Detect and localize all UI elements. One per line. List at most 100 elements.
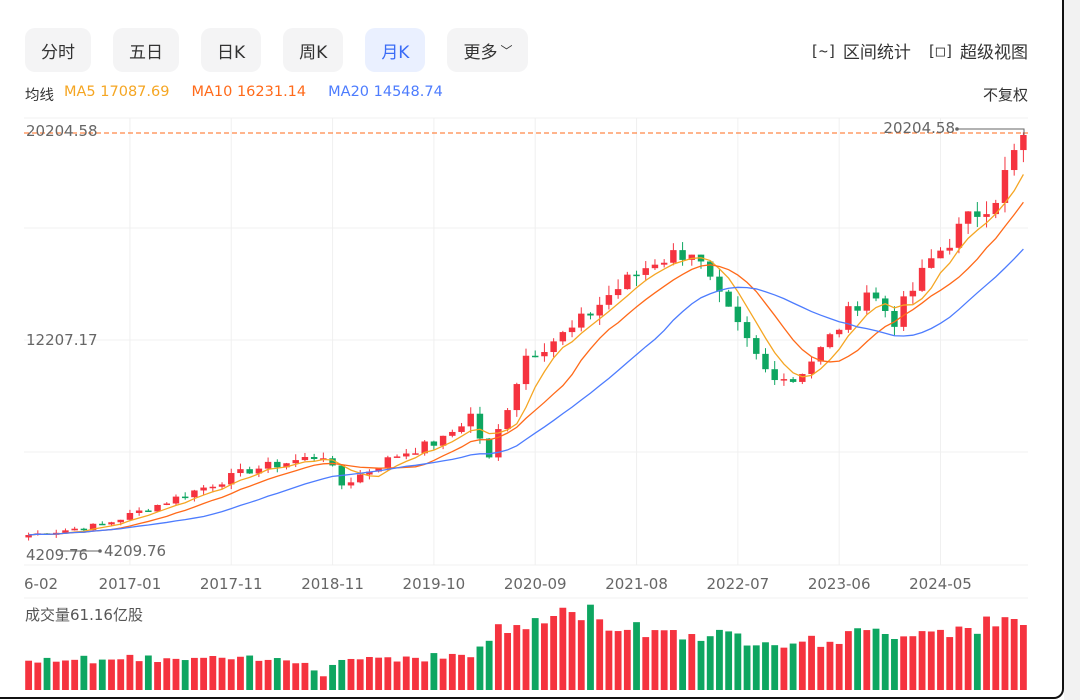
volume-bar <box>623 629 631 690</box>
volume-bar <box>421 661 429 690</box>
volume-bar <box>844 631 852 690</box>
volume-bar <box>283 660 290 690</box>
candle-body <box>799 374 806 382</box>
candle-body <box>614 289 622 296</box>
candle-body <box>329 458 336 466</box>
candle-body <box>412 453 419 455</box>
volume-bar <box>651 630 659 690</box>
candle-body <box>467 413 474 427</box>
candle-body <box>992 202 999 215</box>
candle-body <box>476 413 484 439</box>
candle-body <box>578 313 585 328</box>
volume-bar <box>172 658 180 690</box>
candle-body <box>89 523 97 531</box>
adjust-selector[interactable]: 不复权 <box>982 86 1028 104</box>
candle-body <box>172 496 180 504</box>
range-stats-icon: [~] <box>809 41 837 60</box>
candle-body <box>568 327 576 333</box>
candle-body <box>135 510 143 513</box>
candle-body <box>928 258 935 268</box>
candle-body <box>679 250 686 260</box>
x-axis-label: 2018-11 <box>301 575 364 593</box>
candle-body <box>882 298 889 311</box>
volume-bar <box>789 643 797 690</box>
volume-bar <box>688 634 696 690</box>
candle-body <box>384 457 392 469</box>
candle-body <box>1010 150 1018 171</box>
candle-body <box>642 268 649 275</box>
volume-bar <box>439 658 447 690</box>
volume-bar <box>430 653 438 690</box>
volume-bar <box>393 661 401 690</box>
volume-bar <box>826 641 834 690</box>
x-axis-label: 6-02 <box>24 575 58 593</box>
volume-bar <box>144 655 152 690</box>
tab-monthly-k[interactable]: 月K <box>365 28 426 72</box>
volume-bar <box>347 658 355 690</box>
volume-bar <box>605 630 613 690</box>
ma20-line <box>28 248 1024 536</box>
candle-body <box>974 211 981 217</box>
candle-body <box>909 290 917 297</box>
candle-body <box>559 332 567 342</box>
tab-daily-k[interactable]: 日K <box>201 28 262 72</box>
volume-bar <box>412 657 419 690</box>
candle-body <box>145 510 152 513</box>
candle-body <box>716 276 723 292</box>
candle-body <box>1020 135 1027 151</box>
candle-body <box>651 264 659 269</box>
candle-body <box>200 487 207 491</box>
volume-bar <box>891 638 898 690</box>
candle-body <box>918 267 926 291</box>
candle-body <box>347 482 355 486</box>
candle-body <box>108 522 115 525</box>
volume-bar <box>577 620 585 690</box>
volume-label: 成交量61.16亿股 <box>25 606 143 624</box>
range-stats-button[interactable]: [~] 区间统计 <box>809 38 911 64</box>
more-label: 更多 <box>463 42 498 63</box>
volume-bar <box>900 636 908 690</box>
candle-body <box>25 535 32 538</box>
candle-body <box>983 214 990 217</box>
x-axis-label: 2020-09 <box>504 575 567 593</box>
tab-more[interactable]: 更多 ﹀ <box>447 28 529 72</box>
scrollbar[interactable] <box>1064 0 1080 700</box>
volume-bar <box>927 631 935 690</box>
volume-bar <box>808 635 815 690</box>
volume-bar <box>319 676 327 690</box>
candle-body <box>117 519 124 523</box>
candle-body <box>430 441 438 446</box>
volume-bar <box>1019 625 1027 690</box>
volume-bar <box>513 625 521 690</box>
candle-body <box>310 457 318 460</box>
tab-weekly-k[interactable]: 周K <box>283 28 344 72</box>
range-stats-label: 区间统计 <box>842 43 911 63</box>
super-view-button[interactable]: [□] 超级视图 <box>926 38 1028 64</box>
volume-bar <box>946 637 954 690</box>
volume-bar <box>522 629 530 690</box>
candle-body <box>458 426 465 432</box>
volume-bar <box>918 631 926 690</box>
volume-bar <box>98 659 106 690</box>
volume-bar <box>227 659 235 690</box>
volume-bar <box>384 657 392 690</box>
volume-bar <box>909 636 917 690</box>
volume-bar <box>34 662 42 690</box>
volume-bar <box>872 628 880 690</box>
candle-body <box>835 329 843 335</box>
candle-body <box>531 355 539 358</box>
volume-bar <box>494 624 502 690</box>
tab-intraday[interactable]: 分时 <box>25 28 91 72</box>
volume-bar <box>458 654 465 690</box>
fullscreen-icon: [□] <box>926 41 954 60</box>
tab-five-day[interactable]: 五日 <box>113 28 179 72</box>
volume-bar <box>798 641 806 690</box>
high-marker-line <box>957 128 1025 135</box>
volume-bar <box>817 646 825 690</box>
volume-bar <box>310 670 318 690</box>
candle-body <box>937 250 944 259</box>
volume-bar <box>255 660 263 690</box>
volume-bar <box>771 645 779 690</box>
candle-body <box>292 460 299 464</box>
